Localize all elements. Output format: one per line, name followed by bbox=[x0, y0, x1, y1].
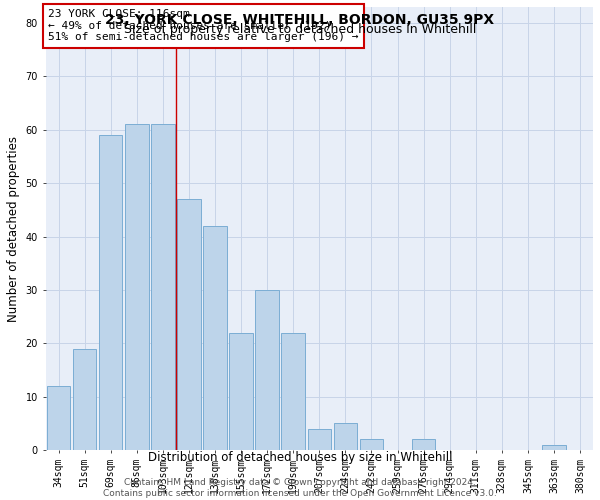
Bar bbox=[359, 440, 383, 450]
Text: Size of property relative to detached houses in Whitehill: Size of property relative to detached ho… bbox=[124, 23, 476, 36]
Bar bbox=[73, 348, 97, 450]
Bar bbox=[99, 135, 122, 450]
Bar bbox=[308, 429, 331, 450]
Bar bbox=[542, 445, 566, 450]
Text: Distribution of detached houses by size in Whitehill: Distribution of detached houses by size … bbox=[148, 451, 452, 464]
Bar bbox=[125, 124, 149, 450]
Bar bbox=[47, 386, 70, 450]
Bar bbox=[229, 332, 253, 450]
Text: Contains HM Land Registry data © Crown copyright and database right 2024.
Contai: Contains HM Land Registry data © Crown c… bbox=[103, 478, 497, 498]
Bar bbox=[412, 440, 436, 450]
Bar bbox=[151, 124, 175, 450]
Text: 23 YORK CLOSE: 116sqm
← 49% of detached houses are smaller (192)
51% of semi-det: 23 YORK CLOSE: 116sqm ← 49% of detached … bbox=[48, 9, 359, 42]
Y-axis label: Number of detached properties: Number of detached properties bbox=[7, 136, 20, 322]
Bar bbox=[281, 332, 305, 450]
Bar bbox=[203, 226, 227, 450]
Bar bbox=[334, 424, 357, 450]
Bar bbox=[256, 290, 279, 450]
Text: 23, YORK CLOSE, WHITEHILL, BORDON, GU35 9PX: 23, YORK CLOSE, WHITEHILL, BORDON, GU35 … bbox=[106, 12, 494, 26]
Bar bbox=[177, 199, 200, 450]
